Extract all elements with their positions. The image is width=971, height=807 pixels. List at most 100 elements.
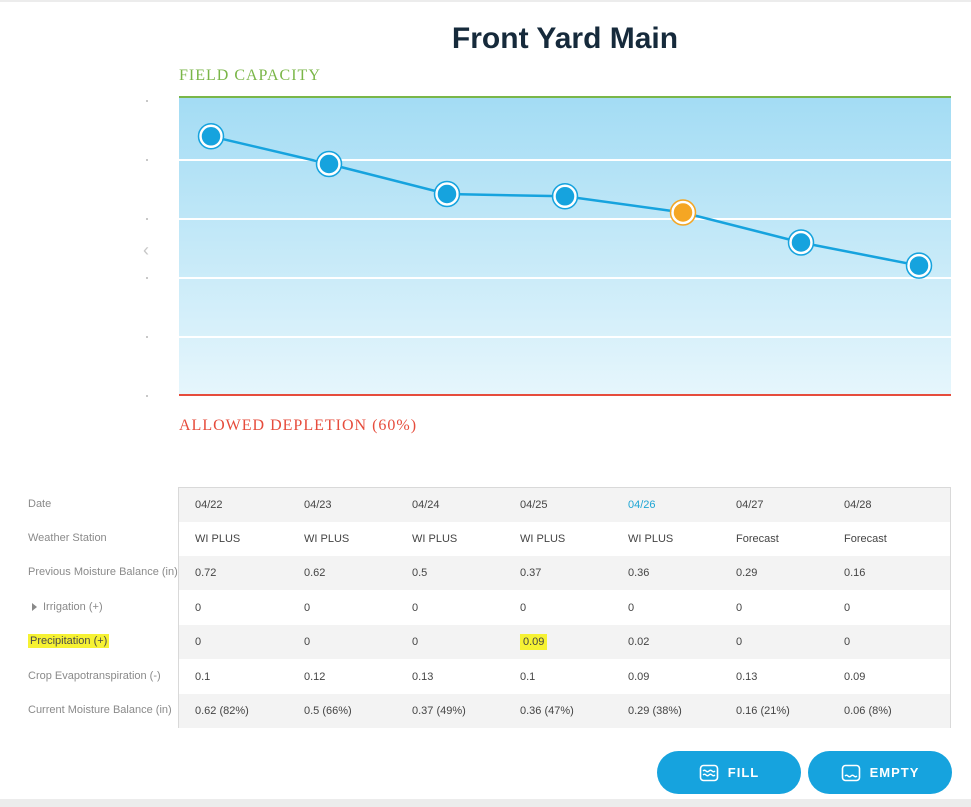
table-cell-value: 0 [304, 602, 311, 614]
water-waves-icon [699, 764, 719, 781]
table-cell: 0.13 [412, 660, 433, 694]
table-cell: WI PLUS [304, 522, 349, 556]
table-cell: 04/28 [844, 488, 872, 522]
table-cell-value: 04/28 [844, 499, 872, 511]
table-cell: 0.16 (21%) [736, 694, 790, 728]
table-cell: 0 [844, 591, 850, 625]
table-cell-value: Forecast [736, 533, 779, 545]
table-row: 0.1 0.12 0.13 0.1 0.09 0.13 0.09 [179, 660, 950, 694]
table-cell: 0.37 (49%) [412, 694, 466, 728]
table-cell: 0.62 (82%) [195, 694, 249, 728]
water-balance-table: 04/22 04/23 04/24 04/25 04/26 04/27 04/28 WI PL… [178, 487, 951, 728]
table-cell-value: 04/27 [736, 499, 764, 511]
row-label-text: Irrigation (+) [43, 601, 103, 613]
table-cell-value: 0.29 (38%) [628, 705, 682, 717]
table-cell: 0 [304, 625, 310, 659]
table-cell-value: 0.13 [736, 671, 758, 683]
table-row: 0 0 0 0.09 0.02 0 0 [179, 625, 950, 659]
table-cell: 0.16 [844, 556, 865, 590]
table-cell: WI PLUS [520, 522, 565, 556]
table-cell: 0.06 (8%) [844, 694, 892, 728]
data-point[interactable] [907, 253, 931, 278]
moisture-chart [179, 96, 951, 396]
table-cell-value: 0.72 [195, 567, 217, 579]
empty-button[interactable]: EMPTY [808, 751, 952, 794]
table-cell-value: 0.16 [844, 567, 866, 579]
table-cell: 04/25 [520, 488, 548, 522]
data-point[interactable] [435, 182, 459, 206]
data-point[interactable] [199, 124, 223, 149]
table-cell-value: 0.5 (66%) [304, 705, 352, 717]
row-label: Weather Station [28, 532, 107, 544]
table-cell-value: 0.1 [520, 671, 536, 683]
row-label[interactable]: Irrigation (+) [28, 601, 103, 613]
table-cell: 0 [844, 625, 850, 659]
data-point[interactable] [553, 184, 577, 209]
row-label-text: Previous Moisture Balance (in) [28, 566, 178, 578]
table-cell-value: 0.29 [736, 567, 758, 579]
fill-button-label: FILL [727, 765, 760, 780]
field-capacity-label: FIELD CAPACITY [179, 67, 321, 84]
table-cell: 0.02 [628, 625, 649, 659]
table-cell: 0.72 [195, 556, 216, 590]
table-cell-value: 0.62 (82%) [195, 705, 249, 717]
row-label-text: Precipitation (+) [28, 634, 110, 648]
table-cell-value: 0.09 [520, 634, 548, 650]
table-cell-value: 0 [195, 636, 202, 648]
table-cell-value: 0 [844, 602, 851, 614]
table-cell-value: 0.12 [304, 671, 326, 683]
axis-tick-dot [146, 100, 148, 102]
table-cell-value: 0.09 [844, 671, 866, 683]
data-point-ring [197, 123, 225, 150]
table-cell-value: 0.09 [628, 671, 650, 683]
table-row: 0 0 0 0 0 0 0 [179, 591, 950, 625]
page-title: Front Yard Main [451, 22, 679, 55]
table-cell-value: 0 [844, 636, 851, 648]
table-cell-value: WI PLUS [412, 533, 458, 545]
axis-tick-dot [146, 159, 148, 161]
table-cell-value: WI PLUS [304, 533, 350, 545]
table-cell-value: 0.06 (8%) [844, 705, 892, 717]
table-cell: 0 [736, 591, 742, 625]
table-cell-value: 0.16 (21%) [736, 705, 790, 717]
table-cell: WI PLUS [195, 522, 240, 556]
table-cell: 0 [520, 591, 526, 625]
table-cell: 0 [195, 591, 201, 625]
data-point-today[interactable] [671, 200, 695, 225]
footer-band [0, 799, 971, 807]
row-label-text: Crop Evapotranspiration (-) [28, 670, 161, 682]
caret-right-icon[interactable] [32, 603, 37, 612]
table-cell: WI PLUS [412, 522, 457, 556]
table-cell: 0.1 [195, 660, 210, 694]
row-label: Date [28, 498, 51, 510]
table-cell: 0.29 (38%) [628, 694, 682, 728]
row-label: Crop Evapotranspiration (-) [28, 670, 161, 682]
table-cell-value: 0 [628, 602, 635, 614]
table-cell: 0 [736, 625, 742, 659]
table-cell: 04/26 [628, 488, 656, 522]
table-cell-value: 0.02 [628, 636, 650, 648]
table-cell: 0 [412, 625, 418, 659]
table-cell: 0.09 [520, 625, 548, 659]
table-cell-value: 04/22 [195, 499, 223, 511]
row-label: Previous Moisture Balance (in) [28, 566, 178, 578]
data-point[interactable] [789, 230, 813, 255]
axis-tick-dot [146, 277, 148, 279]
data-point[interactable] [317, 152, 341, 176]
table-cell: 04/23 [304, 488, 332, 522]
fill-button[interactable]: FILL [657, 751, 801, 794]
table-cell: Forecast [736, 522, 779, 556]
table-cell: 04/22 [195, 488, 223, 522]
table-cell: WI PLUS [628, 522, 673, 556]
table-cell: 0.09 [628, 660, 649, 694]
chevron-left-icon[interactable]: ‹ [143, 240, 149, 260]
row-label: Precipitation (+) [28, 634, 110, 648]
empty-button-label: EMPTY [869, 765, 920, 780]
table-row: 04/22 04/23 04/24 04/25 04/26 04/27 04/28 [179, 488, 950, 522]
chart-plot-area [179, 97, 951, 395]
row-label-text: Date [28, 498, 52, 510]
row-label-text: Weather Station [28, 532, 107, 544]
table-cell: 0.5 [412, 556, 427, 590]
axis-tick-dot [146, 218, 148, 220]
table-cell: 0.5 (66%) [304, 694, 352, 728]
